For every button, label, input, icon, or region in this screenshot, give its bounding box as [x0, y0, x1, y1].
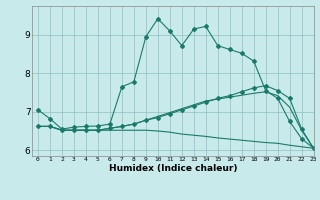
X-axis label: Humidex (Indice chaleur): Humidex (Indice chaleur): [108, 164, 237, 173]
